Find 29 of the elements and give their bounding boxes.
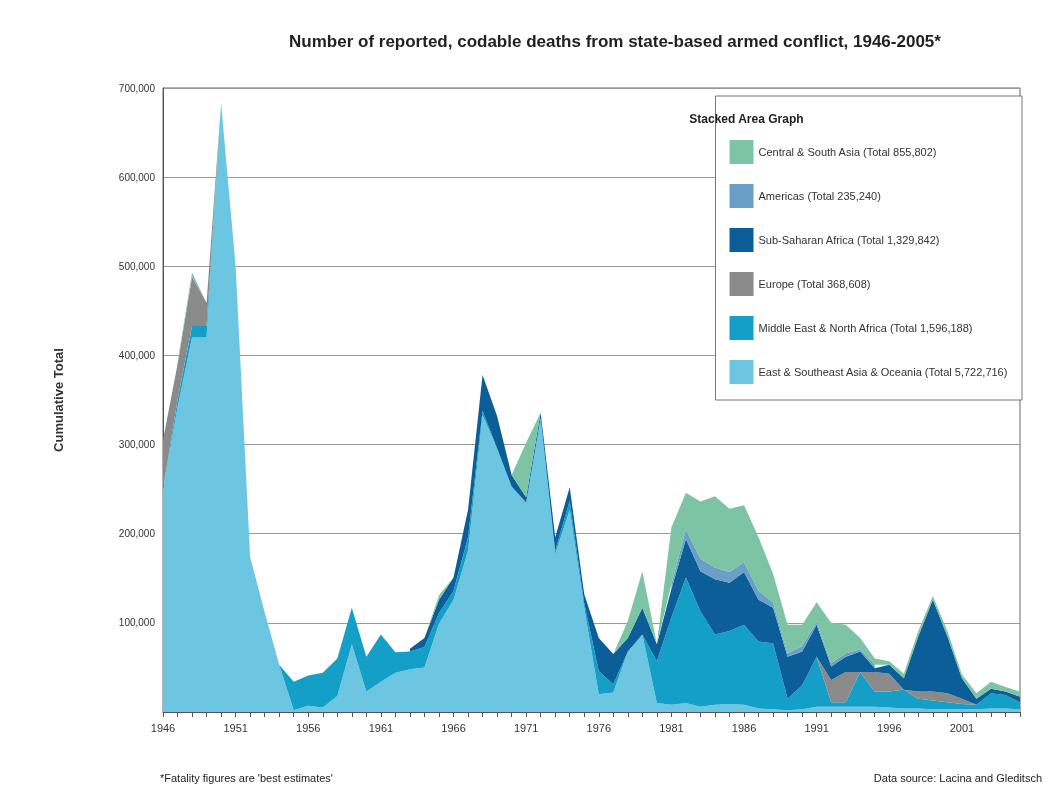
x-tick-label: 1981 — [659, 721, 684, 734]
x-tick-label: 1946 — [150, 721, 176, 734]
y-tick-label: 500,000 — [118, 260, 156, 272]
y-axis-title: Cumulative Total — [51, 348, 66, 452]
text: *Fatality figures are 'best estimates' — [160, 771, 333, 784]
x-tick-label: 1986 — [731, 721, 757, 734]
x-tick-label: 1951 — [223, 721, 248, 734]
y-tick-label: 400,000 — [118, 349, 156, 361]
x-tick-label: 1961 — [368, 721, 394, 734]
y-tick-label: 100,000 — [118, 617, 156, 629]
legend-label: East & Southeast Asia & Oceania (Total 5,722,716) — [758, 366, 1008, 378]
x-tick-label: 1966 — [441, 721, 466, 734]
y-tick-label: 300,000 — [118, 439, 156, 451]
y-tick-label: 200,000 — [118, 528, 156, 540]
chart-title: Number of reported, codable deaths from state-based armed conflict, 1946-2005* — [289, 32, 942, 51]
y-tick-label: 600,000 — [118, 171, 156, 183]
x-tick-label: 1976 — [586, 721, 611, 734]
y-tick-label: 700,000 — [118, 82, 156, 94]
x-tick-label: 1956 — [296, 721, 321, 734]
x-tick-label: 1971 — [513, 721, 539, 734]
legend-label: Europe (Total 368,608) — [758, 278, 871, 290]
legend-label: Middle East & North Africa (Total 1,596,188) — [758, 322, 973, 334]
x-tick-label: 2001 — [949, 721, 975, 734]
x-tick-label: 1996 — [877, 721, 902, 734]
legend-label: Central & South Asia (Total 855,802) — [758, 146, 937, 158]
legend-label: Sub-Saharan Africa (Total 1,329,842) — [758, 234, 940, 246]
x-tick-label: 1991 — [804, 721, 829, 734]
source-note: Data source: Lacina and Gleditsch — [873, 771, 1042, 784]
legend-label: Americas (Total 235,240) — [758, 190, 881, 202]
